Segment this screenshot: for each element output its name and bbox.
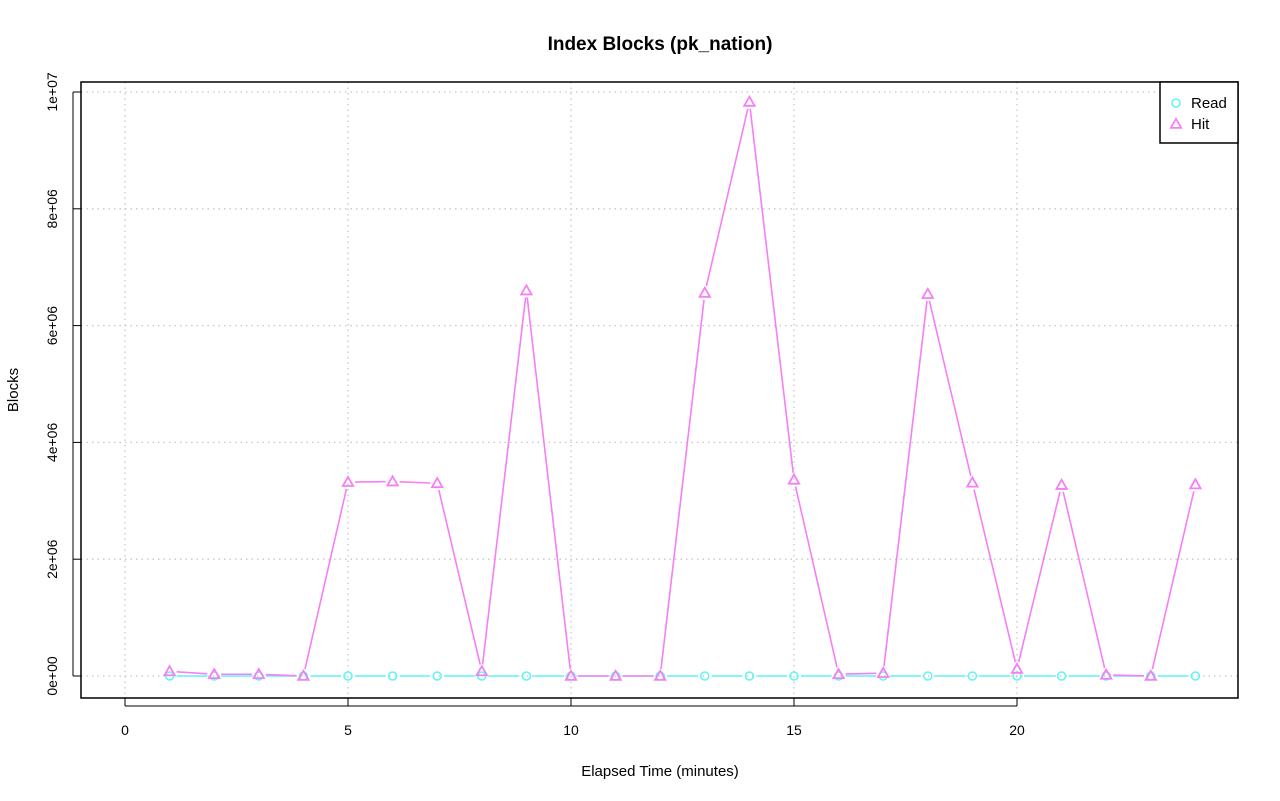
series-line-hit xyxy=(794,486,838,668)
point-hit xyxy=(1188,477,1203,490)
point-hit xyxy=(608,668,623,681)
y-tick-label: 1e+07 xyxy=(44,72,60,112)
grid xyxy=(81,82,1238,698)
legend-marker-hit xyxy=(1169,116,1183,129)
point-hit xyxy=(385,474,400,487)
series-line-hit xyxy=(705,108,749,287)
series-read xyxy=(164,671,1201,681)
point-read xyxy=(387,671,398,681)
series-line-hit xyxy=(438,489,481,665)
x-tick-label: 20 xyxy=(1009,722,1025,738)
y-tick-label: 6e+06 xyxy=(44,306,60,346)
plot-border xyxy=(80,81,1239,699)
series-line-hit xyxy=(973,489,1017,663)
series-line-hit xyxy=(1113,674,1144,677)
y-tick-label: 4e+06 xyxy=(44,423,60,463)
x-tick-label: 5 xyxy=(344,722,352,738)
point-hit xyxy=(876,666,890,678)
point-hit xyxy=(252,667,266,680)
point-hit xyxy=(341,475,355,487)
x-tick-label: 10 xyxy=(563,722,579,738)
chart-title: Index Blocks (pk_nation) xyxy=(548,34,773,55)
point-hit xyxy=(1144,668,1158,681)
point-hit xyxy=(831,667,846,680)
series-line-hit xyxy=(399,481,431,484)
point-read xyxy=(521,671,532,681)
series-line-hit xyxy=(176,670,208,675)
series-line-hit xyxy=(845,672,877,675)
point-hit xyxy=(1010,661,1024,674)
point-hit xyxy=(519,283,534,296)
point-hit xyxy=(698,285,712,298)
point-hit xyxy=(475,664,489,677)
point-hit xyxy=(742,94,757,107)
point-read xyxy=(1056,671,1067,681)
point-hit xyxy=(296,668,311,681)
series-hit xyxy=(162,94,1203,681)
x-tick-label: 0 xyxy=(121,722,129,738)
series-line-hit xyxy=(660,299,705,670)
series-line-hit xyxy=(1017,491,1061,663)
y-axis-label: Blocks xyxy=(5,368,22,412)
series-line-hit xyxy=(481,297,527,665)
series-line-hit xyxy=(526,297,571,670)
series-line-hit xyxy=(928,300,972,477)
legend: Read Hit xyxy=(1159,81,1239,144)
point-hit xyxy=(430,476,444,489)
y-tick-label: 0e+00 xyxy=(44,656,60,696)
point-read xyxy=(744,671,755,681)
series-layer xyxy=(162,94,1203,681)
point-read xyxy=(700,671,710,681)
x-axis: 0 5 10 15 20 xyxy=(121,698,1025,738)
y-tick-label: 8e+06 xyxy=(44,189,60,229)
point-read xyxy=(1190,671,1201,681)
x-axis-label: Elapsed Time (minutes) xyxy=(581,763,739,780)
series-line-hit xyxy=(749,108,794,473)
legend-label-read: Read xyxy=(1191,95,1227,112)
legend-box xyxy=(1159,81,1239,144)
point-read xyxy=(789,671,799,681)
point-read xyxy=(923,671,933,681)
series-line-hit xyxy=(304,488,348,670)
point-hit xyxy=(564,668,578,681)
point-hit xyxy=(207,667,221,680)
point-read xyxy=(432,671,442,681)
point-hit xyxy=(787,472,801,485)
series-line-hit xyxy=(1151,491,1195,670)
point-hit xyxy=(1099,667,1113,680)
point-hit xyxy=(965,475,980,488)
point-hit xyxy=(1054,478,1069,490)
y-tick-label: 2e+06 xyxy=(44,539,60,579)
point-hit xyxy=(653,668,667,681)
point-hit xyxy=(921,287,935,299)
series-line-hit xyxy=(883,300,928,667)
series-line-hit xyxy=(265,673,297,677)
legend-marker-read xyxy=(1171,98,1181,108)
x-tick-label: 15 xyxy=(786,722,802,738)
y-axis: 0e+00 2e+06 4e+06 6e+06 8e+06 1e+07 xyxy=(44,72,81,696)
series-line-hit xyxy=(1062,491,1106,669)
point-read xyxy=(343,671,353,681)
legend-label-hit: Hit xyxy=(1191,116,1210,133)
point-read xyxy=(967,671,978,681)
point-hit xyxy=(162,664,177,677)
